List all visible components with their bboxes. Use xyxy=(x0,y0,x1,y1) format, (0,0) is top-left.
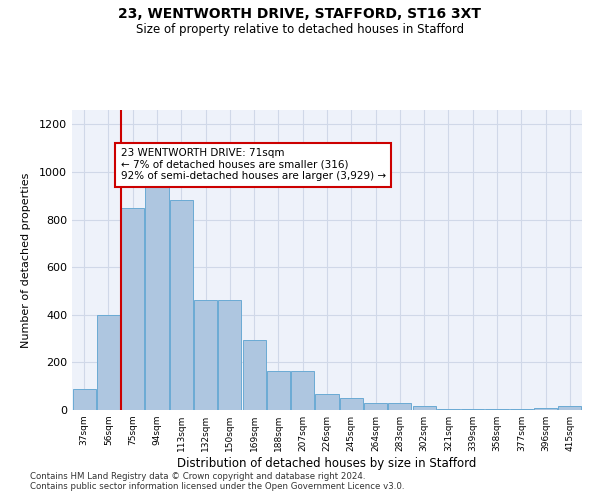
Bar xyxy=(218,300,241,410)
Bar xyxy=(73,389,95,410)
Bar xyxy=(316,394,338,410)
Bar xyxy=(461,409,484,410)
Bar xyxy=(534,408,557,410)
Bar xyxy=(510,409,533,410)
Bar xyxy=(485,409,509,410)
Bar xyxy=(97,315,120,410)
Bar xyxy=(413,406,436,410)
Bar xyxy=(388,403,412,410)
Bar xyxy=(242,340,266,410)
Text: 23, WENTWORTH DRIVE, STAFFORD, ST16 3XT: 23, WENTWORTH DRIVE, STAFFORD, ST16 3XT xyxy=(119,8,482,22)
Bar xyxy=(170,200,193,410)
Y-axis label: Number of detached properties: Number of detached properties xyxy=(20,172,31,348)
Bar xyxy=(364,403,387,410)
Bar xyxy=(121,208,144,410)
Bar xyxy=(194,300,217,410)
Bar xyxy=(559,406,581,410)
Text: Contains public sector information licensed under the Open Government Licence v3: Contains public sector information licen… xyxy=(30,482,404,491)
Bar xyxy=(437,409,460,410)
Bar xyxy=(340,398,363,410)
Bar xyxy=(267,371,290,410)
Text: Distribution of detached houses by size in Stafford: Distribution of detached houses by size … xyxy=(178,458,476,470)
Text: Size of property relative to detached houses in Stafford: Size of property relative to detached ho… xyxy=(136,22,464,36)
Bar xyxy=(145,179,169,410)
Bar xyxy=(291,371,314,410)
Text: 23 WENTWORTH DRIVE: 71sqm
← 7% of detached houses are smaller (316)
92% of semi-: 23 WENTWORTH DRIVE: 71sqm ← 7% of detach… xyxy=(121,148,386,182)
Text: Contains HM Land Registry data © Crown copyright and database right 2024.: Contains HM Land Registry data © Crown c… xyxy=(30,472,365,481)
